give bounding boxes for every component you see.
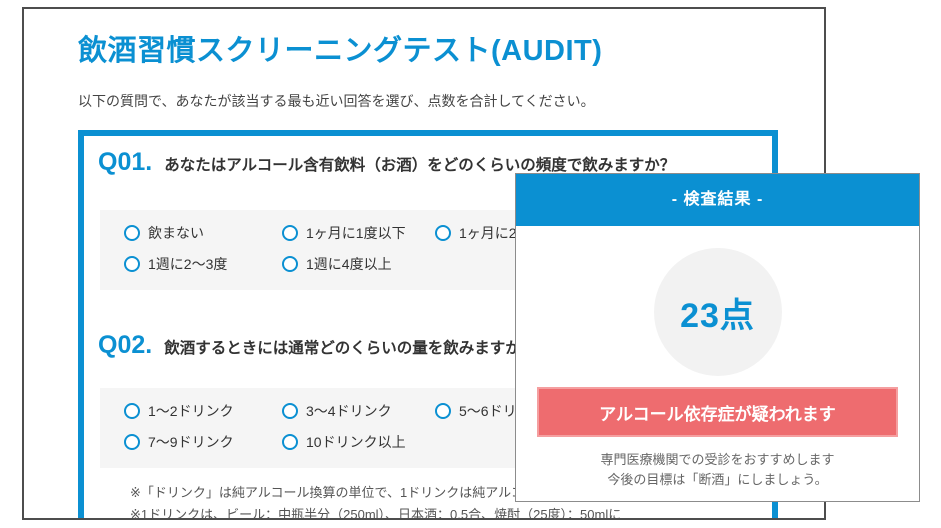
radio-option-q1-1[interactable]: 飲まない: [124, 223, 282, 243]
advice-line-2: 今後の目標は「断酒」にしましょう。: [607, 472, 828, 488]
radio-option-q2-1[interactable]: 1〜2ドリンク: [124, 401, 282, 421]
result-modal-header: - 検査結果 -: [516, 174, 919, 226]
radio-icon[interactable]: [124, 434, 140, 450]
radio-option-q2-5[interactable]: 10ドリンク以上: [282, 432, 435, 452]
radio-option-q2-2[interactable]: 3〜4ドリンク: [282, 401, 435, 421]
option-label: 1週に4度以上: [306, 256, 392, 272]
score-value: 23点: [680, 296, 755, 335]
radio-icon[interactable]: [435, 225, 451, 241]
radio-icon[interactable]: [124, 403, 140, 419]
page-title: 飲酒習慣スクリーニングテスト(AUDIT): [78, 35, 603, 67]
verdict-banner: アルコール依存症が疑われます: [537, 387, 898, 437]
score-circle: 23点: [653, 248, 782, 376]
radio-option-q1-2[interactable]: 1ヶ月に1度以下: [282, 223, 435, 243]
radio-option-q1-5[interactable]: 1週に4度以上: [282, 254, 435, 274]
advice-text: 専門医療機関での受診をおすすめします 今後の目標は「断酒」にしましょう。: [516, 450, 919, 490]
option-label: 1〜2ドリンク: [148, 403, 234, 419]
option-label: 1ヶ月に1度以下: [306, 225, 406, 241]
radio-icon[interactable]: [282, 225, 298, 241]
option-label: 10ドリンク以上: [306, 434, 406, 450]
option-label: 1週に2〜3度: [148, 256, 228, 272]
radio-icon[interactable]: [282, 256, 298, 272]
option-label: 飲まない: [148, 225, 204, 241]
advice-line-1: 専門医療機関での受診をおすすめします: [600, 452, 835, 467]
footnote-drink-examples: ※1ドリンクは、ビール：中瓶半分（250ml）、日本酒：0.5合、焼酎（25度）…: [130, 507, 622, 520]
question-2-number: Q02.: [98, 331, 153, 359]
question-1-text: あなたはアルコール含有飲料（お酒）をどのくらいの頻度で飲みますか？: [164, 157, 676, 174]
radio-option-q1-4[interactable]: 1週に2〜3度: [124, 254, 282, 274]
radio-option-q2-4[interactable]: 7〜9ドリンク: [124, 432, 282, 452]
option-label: 3〜4ドリンク: [306, 403, 392, 419]
radio-icon[interactable]: [124, 256, 140, 272]
footnote-drink-definition: ※「ドリンク」は純アルコール換算の単位で、1ドリンクは純アルコール10gです: [130, 485, 598, 500]
radio-icon[interactable]: [124, 225, 140, 241]
question-1-header: Q01. あなたはアルコール含有飲料（お酒）をどのくらいの頻度で飲みますか？: [98, 148, 675, 177]
result-modal: - 検査結果 - 23点 アルコール依存症が疑われます 専門医療機関での受診をお…: [515, 173, 920, 502]
radio-icon[interactable]: [282, 403, 298, 419]
question-2-header: Q02. 飲酒するときには通常どのくらいの量を飲みますか？: [98, 331, 536, 360]
page-subtitle: 以下の質問で、あなたが該当する最も近い回答を選び、点数を合計してください。: [78, 93, 595, 109]
option-label: 7〜9ドリンク: [148, 434, 234, 450]
radio-icon[interactable]: [435, 403, 451, 419]
question-2-text: 飲酒するときには通常どのくらいの量を飲みますか？: [164, 340, 537, 357]
question-1-number: Q01.: [98, 148, 153, 176]
radio-icon[interactable]: [282, 434, 298, 450]
